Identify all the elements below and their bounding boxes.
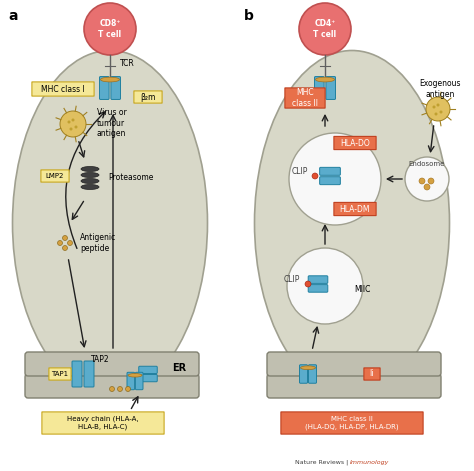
FancyBboxPatch shape — [281, 412, 423, 434]
Circle shape — [63, 236, 67, 241]
Circle shape — [126, 387, 130, 391]
Text: Endosome: Endosome — [409, 161, 445, 167]
Text: MHC class II
(HLA-DQ, HLA-DP, HLA-DR): MHC class II (HLA-DQ, HLA-DP, HLA-DR) — [305, 416, 399, 430]
FancyBboxPatch shape — [308, 284, 328, 292]
Text: β₂m: β₂m — [140, 92, 155, 101]
Text: HLA-DO: HLA-DO — [340, 138, 370, 147]
Circle shape — [419, 178, 425, 184]
FancyBboxPatch shape — [100, 77, 109, 99]
Ellipse shape — [100, 77, 119, 82]
FancyBboxPatch shape — [42, 412, 164, 434]
FancyBboxPatch shape — [49, 368, 71, 380]
Ellipse shape — [128, 374, 142, 377]
Ellipse shape — [81, 185, 99, 189]
Circle shape — [424, 184, 430, 190]
Circle shape — [305, 281, 311, 287]
Text: CD8⁺
T cell: CD8⁺ T cell — [99, 19, 121, 39]
Text: HLA-DM: HLA-DM — [340, 204, 370, 213]
FancyBboxPatch shape — [136, 372, 143, 390]
Text: ER: ER — [172, 363, 186, 373]
Circle shape — [405, 157, 449, 201]
FancyBboxPatch shape — [364, 368, 380, 380]
Text: TAP1: TAP1 — [52, 371, 69, 377]
FancyBboxPatch shape — [267, 374, 441, 398]
Circle shape — [72, 119, 74, 122]
Circle shape — [70, 128, 73, 130]
FancyBboxPatch shape — [134, 91, 162, 103]
FancyBboxPatch shape — [139, 366, 157, 374]
Ellipse shape — [81, 167, 99, 171]
Text: Antigenic
peptide: Antigenic peptide — [80, 233, 116, 253]
Text: TAP2: TAP2 — [91, 356, 109, 365]
Text: CLIP: CLIP — [292, 167, 308, 176]
Text: Exogenous
antigen: Exogenous antigen — [419, 79, 461, 99]
Text: Heavy chain (HLA-A,
HLA-B, HLA-C): Heavy chain (HLA-A, HLA-B, HLA-C) — [67, 416, 139, 430]
Ellipse shape — [316, 77, 335, 82]
FancyBboxPatch shape — [334, 137, 376, 150]
Ellipse shape — [81, 179, 99, 184]
Circle shape — [435, 113, 438, 115]
FancyBboxPatch shape — [334, 203, 376, 216]
Circle shape — [57, 241, 63, 245]
Circle shape — [439, 111, 443, 114]
FancyBboxPatch shape — [267, 352, 441, 376]
FancyBboxPatch shape — [111, 77, 120, 99]
Circle shape — [299, 3, 351, 55]
Text: CLIP: CLIP — [283, 275, 300, 284]
Ellipse shape — [301, 366, 316, 370]
Text: LMP2: LMP2 — [46, 173, 64, 179]
Circle shape — [67, 241, 73, 245]
Text: Virus or
tumour
antigen: Virus or tumour antigen — [97, 108, 127, 138]
Text: MHC class I: MHC class I — [41, 84, 85, 94]
FancyBboxPatch shape — [25, 374, 199, 398]
Circle shape — [432, 106, 436, 108]
Circle shape — [428, 178, 434, 184]
Ellipse shape — [255, 50, 449, 396]
Circle shape — [118, 387, 122, 391]
FancyBboxPatch shape — [315, 77, 324, 99]
Text: a: a — [8, 9, 18, 23]
Circle shape — [63, 245, 67, 251]
Circle shape — [287, 248, 363, 324]
Text: CD4⁺
T cell: CD4⁺ T cell — [313, 19, 337, 39]
FancyBboxPatch shape — [139, 374, 157, 382]
Text: MIIC: MIIC — [354, 284, 370, 293]
Circle shape — [60, 111, 86, 137]
Text: TCR: TCR — [120, 58, 135, 67]
Circle shape — [426, 97, 450, 121]
FancyBboxPatch shape — [41, 170, 69, 182]
FancyBboxPatch shape — [25, 352, 199, 376]
Circle shape — [74, 125, 78, 129]
Circle shape — [67, 121, 71, 123]
Text: Ii: Ii — [370, 370, 374, 379]
Ellipse shape — [81, 172, 99, 178]
FancyBboxPatch shape — [285, 88, 325, 108]
FancyBboxPatch shape — [326, 77, 336, 99]
FancyBboxPatch shape — [72, 361, 82, 387]
Text: MHC
class II: MHC class II — [292, 88, 318, 108]
Text: Immunology: Immunology — [350, 460, 389, 465]
Text: b: b — [244, 9, 254, 23]
Circle shape — [84, 3, 136, 55]
Text: Proteasome: Proteasome — [108, 173, 154, 182]
Circle shape — [312, 173, 318, 179]
Circle shape — [289, 133, 381, 225]
Circle shape — [437, 104, 439, 106]
Circle shape — [109, 387, 115, 391]
FancyBboxPatch shape — [127, 372, 135, 390]
FancyBboxPatch shape — [309, 365, 317, 383]
FancyBboxPatch shape — [319, 177, 340, 185]
Text: Nature Reviews |: Nature Reviews | — [295, 460, 350, 465]
FancyBboxPatch shape — [300, 365, 308, 383]
FancyBboxPatch shape — [319, 167, 340, 175]
FancyBboxPatch shape — [32, 82, 94, 96]
Ellipse shape — [12, 50, 208, 396]
FancyBboxPatch shape — [84, 361, 94, 387]
FancyBboxPatch shape — [308, 276, 328, 284]
